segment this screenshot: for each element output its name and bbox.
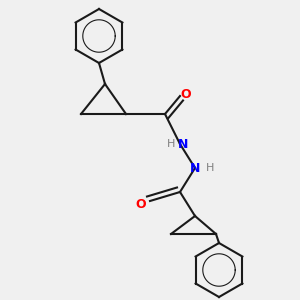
Text: O: O (181, 88, 191, 101)
Text: N: N (190, 161, 200, 175)
Text: H: H (167, 139, 175, 149)
Text: N: N (178, 137, 188, 151)
Text: H: H (206, 163, 214, 173)
Text: O: O (136, 197, 146, 211)
